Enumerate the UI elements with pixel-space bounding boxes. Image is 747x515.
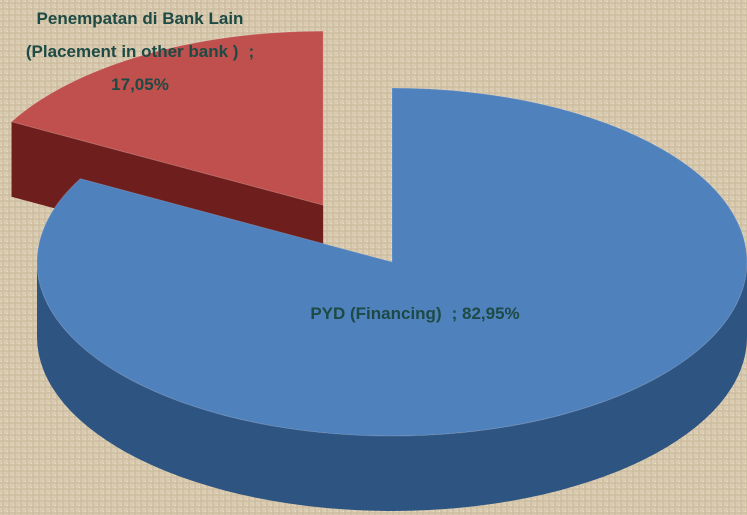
slice	[10, 30, 324, 206]
slice-side	[37, 262, 747, 511]
data-label: PYD (Financing) ; 82,95%	[235, 297, 595, 330]
label-value: ; 82,95%	[451, 304, 520, 323]
slice	[36, 87, 747, 437]
label-value: ; 17,05%	[111, 42, 255, 94]
pie	[10, 30, 747, 511]
label-category: Penempatan di Bank Lain (Placement in ot…	[25, 9, 244, 61]
data-label: Penempatan di Bank Lain (Placement in ot…	[5, 2, 275, 101]
label-category: PYD (Financing)	[310, 304, 442, 323]
